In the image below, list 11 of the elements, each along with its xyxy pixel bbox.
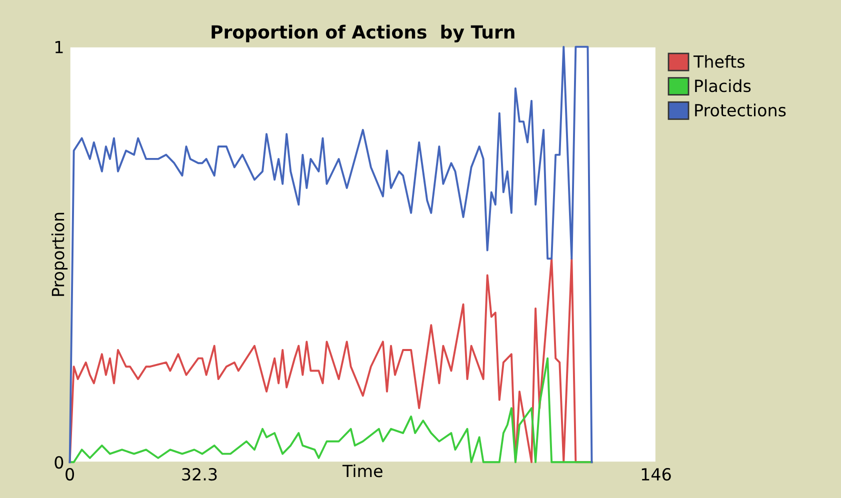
x-tick-label: 146 [642, 468, 671, 481]
legend-label: Thefts [693, 54, 744, 68]
legend-label: Placids [695, 79, 751, 92]
x-tick-label: 32.3 [182, 468, 217, 481]
line-series [68, 357, 593, 464]
y-tick-label: 1 [55, 40, 63, 54]
chart-title: Proportion of Actions by Turn [212, 24, 514, 42]
y-axis-title: Proportion [51, 212, 68, 296]
x-axis-title: Time [342, 464, 382, 478]
x-tick-label: 0 [66, 468, 74, 481]
legend-label: Protections [695, 104, 786, 116]
